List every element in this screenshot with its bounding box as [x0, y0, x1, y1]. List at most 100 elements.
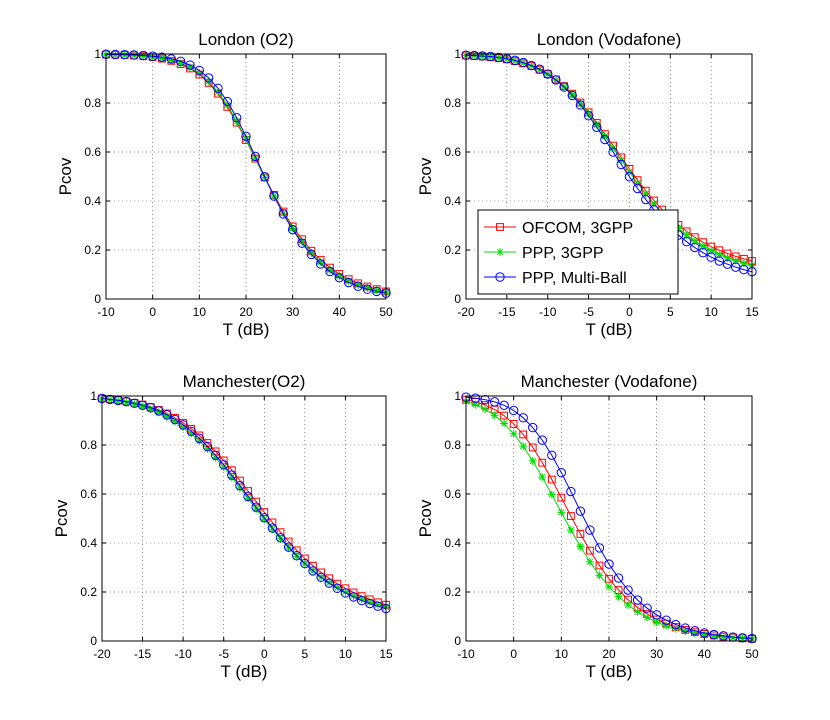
- legend-swatch-marker: [495, 272, 505, 282]
- data-point-circle: [297, 238, 307, 248]
- data-point-circle: [275, 533, 286, 543]
- data-point-circle: [340, 588, 351, 598]
- data-point-asterisk: [138, 402, 147, 411]
- data-point-asterisk: [719, 633, 728, 642]
- data-point-circle: [604, 559, 614, 569]
- data-point-asterisk: [167, 56, 176, 65]
- data-point-asterisk: [707, 246, 716, 255]
- data-point-asterisk: [276, 534, 285, 543]
- x-tick-label: 10: [193, 305, 207, 319]
- data-point-circle: [489, 397, 500, 407]
- data-point-asterisk: [176, 59, 185, 68]
- x-tick-label: 0: [261, 647, 268, 661]
- data-point-asterisk: [698, 242, 707, 251]
- y-tick-label: 0: [454, 634, 461, 648]
- data-point-asterisk: [326, 266, 334, 275]
- data-point-asterisk: [605, 582, 613, 591]
- data-point-square: [557, 493, 566, 502]
- data-point-asterisk: [195, 436, 204, 445]
- y-tick-label: 0.4: [80, 536, 97, 550]
- data-point-circle: [585, 525, 595, 535]
- y-tick-label: 0.6: [80, 487, 97, 501]
- data-point-circle: [651, 610, 662, 620]
- data-point-circle: [592, 122, 602, 132]
- data-point-asterisk: [633, 607, 642, 616]
- data-point-asterisk: [723, 253, 732, 262]
- data-point-circle: [343, 277, 354, 288]
- data-point-asterisk: [538, 473, 547, 482]
- data-point-circle: [551, 75, 561, 85]
- data-point-asterisk: [519, 442, 528, 451]
- data-point-asterisk: [600, 132, 609, 141]
- data-point-asterisk: [179, 423, 188, 432]
- data-point-asterisk: [709, 632, 718, 641]
- x-tick-label: 50: [745, 647, 759, 661]
- y-tick-label: 1: [454, 389, 461, 403]
- x-tick-label: 20: [602, 647, 616, 661]
- data-point-circle: [528, 422, 538, 433]
- data-point-square: [605, 574, 613, 583]
- x-tick-label: 0: [510, 647, 517, 661]
- x-tick-label: 5: [302, 647, 309, 661]
- data-point-circle: [556, 467, 567, 478]
- data-point-circle: [623, 585, 633, 595]
- data-point-asterisk: [566, 526, 575, 535]
- data-point-circle: [210, 450, 221, 460]
- data-point-asterisk: [547, 490, 556, 499]
- data-point-circle: [526, 60, 537, 71]
- data-point-asterisk: [162, 412, 171, 421]
- data-point-circle: [243, 491, 253, 502]
- data-point-asterisk: [471, 400, 480, 409]
- data-point-circle: [175, 56, 186, 67]
- data-point-circle: [185, 60, 195, 70]
- data-point-asterisk: [171, 417, 180, 426]
- data-point-circle: [661, 615, 671, 625]
- data-point-asterisk: [700, 630, 709, 639]
- data-point-circle: [508, 405, 519, 416]
- data-point-square: [509, 420, 518, 428]
- data-point-circle: [222, 96, 233, 107]
- data-point-circle: [186, 426, 196, 436]
- data-point-asterisk: [715, 250, 724, 259]
- data-point-asterisk: [643, 613, 652, 622]
- data-point-circle: [624, 172, 635, 182]
- data-point-circle: [194, 433, 205, 444]
- data-point-asterisk: [681, 627, 690, 636]
- data-point-circle: [227, 470, 237, 480]
- x-tick-label: 5: [667, 305, 674, 319]
- x-axis-label: T (dB): [586, 320, 633, 339]
- x-axis-label: T (dB): [586, 662, 633, 681]
- y-tick-label: 1: [94, 47, 101, 61]
- data-point-asterisk: [649, 199, 658, 208]
- data-point-asterisk: [260, 515, 269, 524]
- data-point-asterisk: [662, 621, 671, 630]
- y-tick-label: 0.2: [80, 585, 97, 599]
- data-point-circle: [287, 224, 298, 235]
- data-point-asterisk: [739, 259, 748, 268]
- data-point-circle: [575, 506, 586, 516]
- legend: OFCOM, 3GPP PPP, 3GPP PPP, Multi-Ball: [477, 209, 679, 295]
- data-point-square: [595, 561, 604, 570]
- data-point-circle: [145, 403, 156, 413]
- data-point-circle: [709, 629, 719, 640]
- data-point-circle: [613, 573, 624, 583]
- data-point-circle: [241, 131, 251, 142]
- x-tick-label: -10: [539, 305, 557, 319]
- data-point-asterisk: [130, 400, 139, 409]
- x-tick-label: 20: [239, 305, 253, 319]
- data-point-circle: [566, 486, 576, 497]
- data-point-circle: [250, 151, 261, 162]
- data-point-circle: [154, 406, 164, 416]
- data-point-circle: [259, 172, 270, 182]
- data-point-asterisk: [363, 283, 372, 292]
- x-tick-label: 40: [698, 647, 712, 661]
- data-point-asterisk: [568, 90, 577, 99]
- data-point-asterisk: [354, 281, 362, 290]
- data-point-circle: [267, 523, 278, 533]
- data-point-circle: [308, 566, 318, 576]
- data-point-circle: [278, 209, 289, 219]
- chart-panel-2: -20 -15 -10 -5 0 5 10 15 0 0.2 0.4 0.6 0.8 1 London (V…: [416, 30, 759, 339]
- data-point-circle: [170, 414, 180, 425]
- data-point-circle: [480, 394, 490, 405]
